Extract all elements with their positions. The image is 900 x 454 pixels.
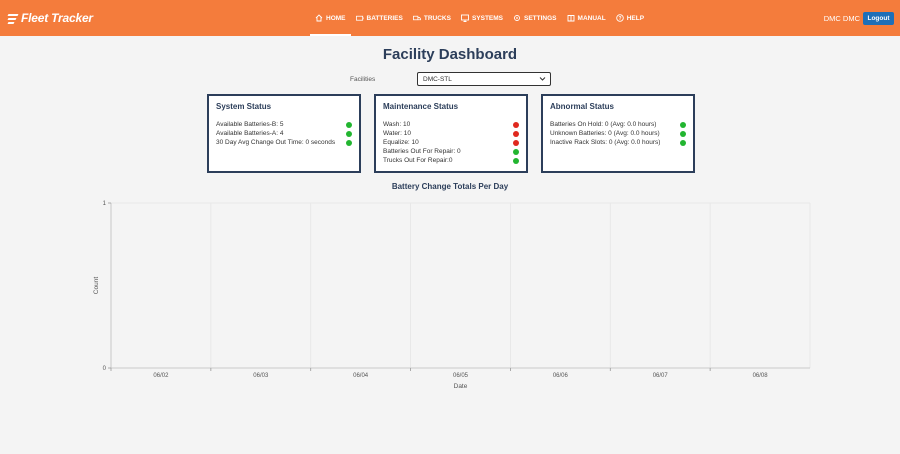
status-row-text: Trucks Out For Repair:0 [383,157,453,164]
nav-trucks[interactable]: TRUCKS [408,0,456,36]
logo-text: Fleet Tracker [21,11,93,25]
facilities-label: Facilities [350,76,376,83]
y-tick-label: 1 [103,201,107,207]
status-indicator-green [513,148,519,155]
status-indicator-green [346,139,352,146]
status-row: Wash: 10 [383,120,519,129]
battery-icon [355,14,364,22]
nav-settings-label: SETTINGS [524,14,557,22]
nav-help-label: HELP [626,14,645,22]
manual-icon [567,14,575,22]
status-row-text: Available Batteries-B: 5 [216,121,284,128]
status-row: Trucks Out For Repair:0 [383,156,519,165]
abnormal-status-card: Abnormal Status Batteries On Hold: 0 (Av… [541,94,695,173]
systems-icon [461,14,469,22]
chart-title: Battery Change Totals Per Day [391,182,509,191]
nav-systems-label: SYSTEMS [471,14,504,22]
chevron-down-icon [539,75,546,84]
status-row: Available Batteries-A: 4 [216,129,352,138]
page-title: Facility Dashboard [382,46,518,63]
nav-settings[interactable]: SETTINGS [508,0,562,36]
status-row: Batteries Out For Repair: 0 [383,147,519,156]
status-row: 30 Day Avg Change Out Time: 0 seconds [216,138,352,147]
status-indicator-red [513,121,519,128]
status-indicator-red [513,139,519,146]
x-tick-label: 06/02 [153,373,169,379]
system-status-card: System Status Available Batteries-B: 5 A… [207,94,361,173]
truck-icon [412,14,421,22]
x-tick-label: 06/03 [253,373,269,379]
home-icon [315,14,323,22]
status-row-text: Unknown Batteries: 0 (Avg: 0.0 hours) [550,130,660,137]
x-tick-label: 06/08 [753,373,769,379]
status-row-text: Inactive Rack Slots: 0 (Avg: 0.0 hours) [550,139,661,146]
status-indicator-green [346,130,352,137]
status-row: Batteries On Hold: 0 (Avg: 0.0 hours) [550,120,686,129]
x-tick-label: 06/07 [653,373,669,379]
status-row-text: Available Batteries-A: 4 [216,130,284,137]
status-indicator-green [346,121,352,128]
status-row: Inactive Rack Slots: 0 (Avg: 0.0 hours) [550,138,686,147]
user-name: DMC DMC [823,14,860,23]
x-tick-label: 06/04 [353,373,369,379]
nav-batteries-label: BATTERIES [366,14,403,22]
nav-manual[interactable]: MANUAL [562,0,611,36]
facilities-select-value: DMC-STL [423,75,452,83]
svg-text:?: ? [618,16,621,22]
system-status-title: System Status [216,102,272,111]
y-axis-label: Count [93,277,100,295]
status-indicator-green [513,157,519,164]
gear-icon [513,14,521,22]
x-axis-label: Date [454,383,468,390]
status-row-text: 30 Day Avg Change Out Time: 0 seconds [216,139,336,146]
status-row-text: Batteries Out For Repair: 0 [383,148,461,155]
status-row: Unknown Batteries: 0 (Avg: 0.0 hours) [550,129,686,138]
help-icon: ? [615,14,624,22]
nav-manual-label: MANUAL [577,14,606,22]
top-navbar: Fleet Tracker HOME BATTERIES TRUCKS SYST… [0,0,900,36]
abnormal-status-title: Abnormal Status [550,102,615,111]
status-row-text: Water: 10 [383,130,411,137]
status-row: Water: 10 [383,129,519,138]
logout-button[interactable]: Logout [863,12,894,25]
nav-home-label: HOME [326,14,346,22]
status-row-text: Wash: 10 [383,121,411,128]
nav-systems[interactable]: SYSTEMS [456,0,508,36]
status-indicator-green [680,121,686,128]
status-row: Available Batteries-B: 5 [216,120,352,129]
status-row: Equalize: 10 [383,138,519,147]
nav-batteries[interactable]: BATTERIES [351,0,408,36]
status-indicator-green [680,130,686,137]
nav-home[interactable]: HOME [310,0,351,36]
nav-trucks-label: TRUCKS [423,14,451,22]
nav-help[interactable]: ? HELP [611,0,649,36]
x-tick-label: 06/05 [453,373,469,379]
status-row-text: Equalize: 10 [383,139,419,146]
main-nav: HOME BATTERIES TRUCKS SYSTEMS SETTINGS [310,0,649,36]
maintenance-status-card: Maintenance Status Wash: 10 Water: 10 Eq… [374,94,528,173]
facilities-select[interactable]: DMC-STL [417,72,551,86]
maintenance-status-title: Maintenance Status [383,102,459,111]
status-indicator-red [513,130,519,137]
fleet-tracker-logo[interactable]: Fleet Tracker [7,10,93,26]
status-indicator-green [680,139,686,146]
x-tick-label: 06/06 [553,373,569,379]
status-row-text: Batteries On Hold: 0 (Avg: 0.0 hours) [550,121,657,128]
y-tick-label: 0 [103,366,107,372]
